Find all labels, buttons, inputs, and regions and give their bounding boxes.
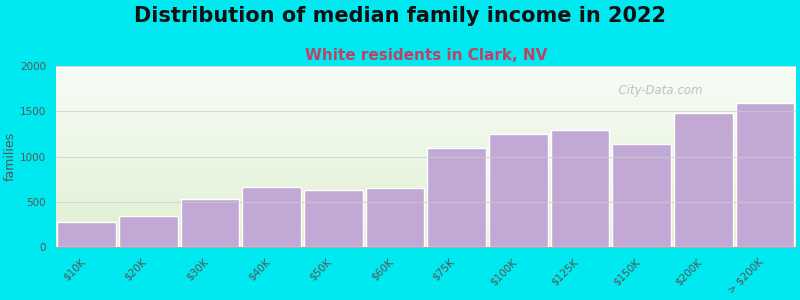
Bar	[674, 113, 733, 247]
Bar	[427, 148, 486, 247]
Bar	[366, 188, 424, 247]
Bar	[242, 187, 301, 247]
Text: Distribution of median family income in 2022: Distribution of median family income in …	[134, 6, 666, 26]
Bar	[550, 130, 610, 247]
Title: White residents in Clark, NV: White residents in Clark, NV	[305, 48, 547, 63]
Y-axis label: families: families	[4, 132, 17, 181]
Bar	[181, 199, 239, 247]
Text: City-Data.com: City-Data.com	[611, 84, 702, 97]
Bar	[612, 144, 671, 247]
Bar	[304, 190, 362, 247]
Bar	[489, 134, 548, 247]
Bar	[119, 216, 178, 247]
Bar	[58, 222, 116, 247]
Bar	[736, 103, 794, 247]
